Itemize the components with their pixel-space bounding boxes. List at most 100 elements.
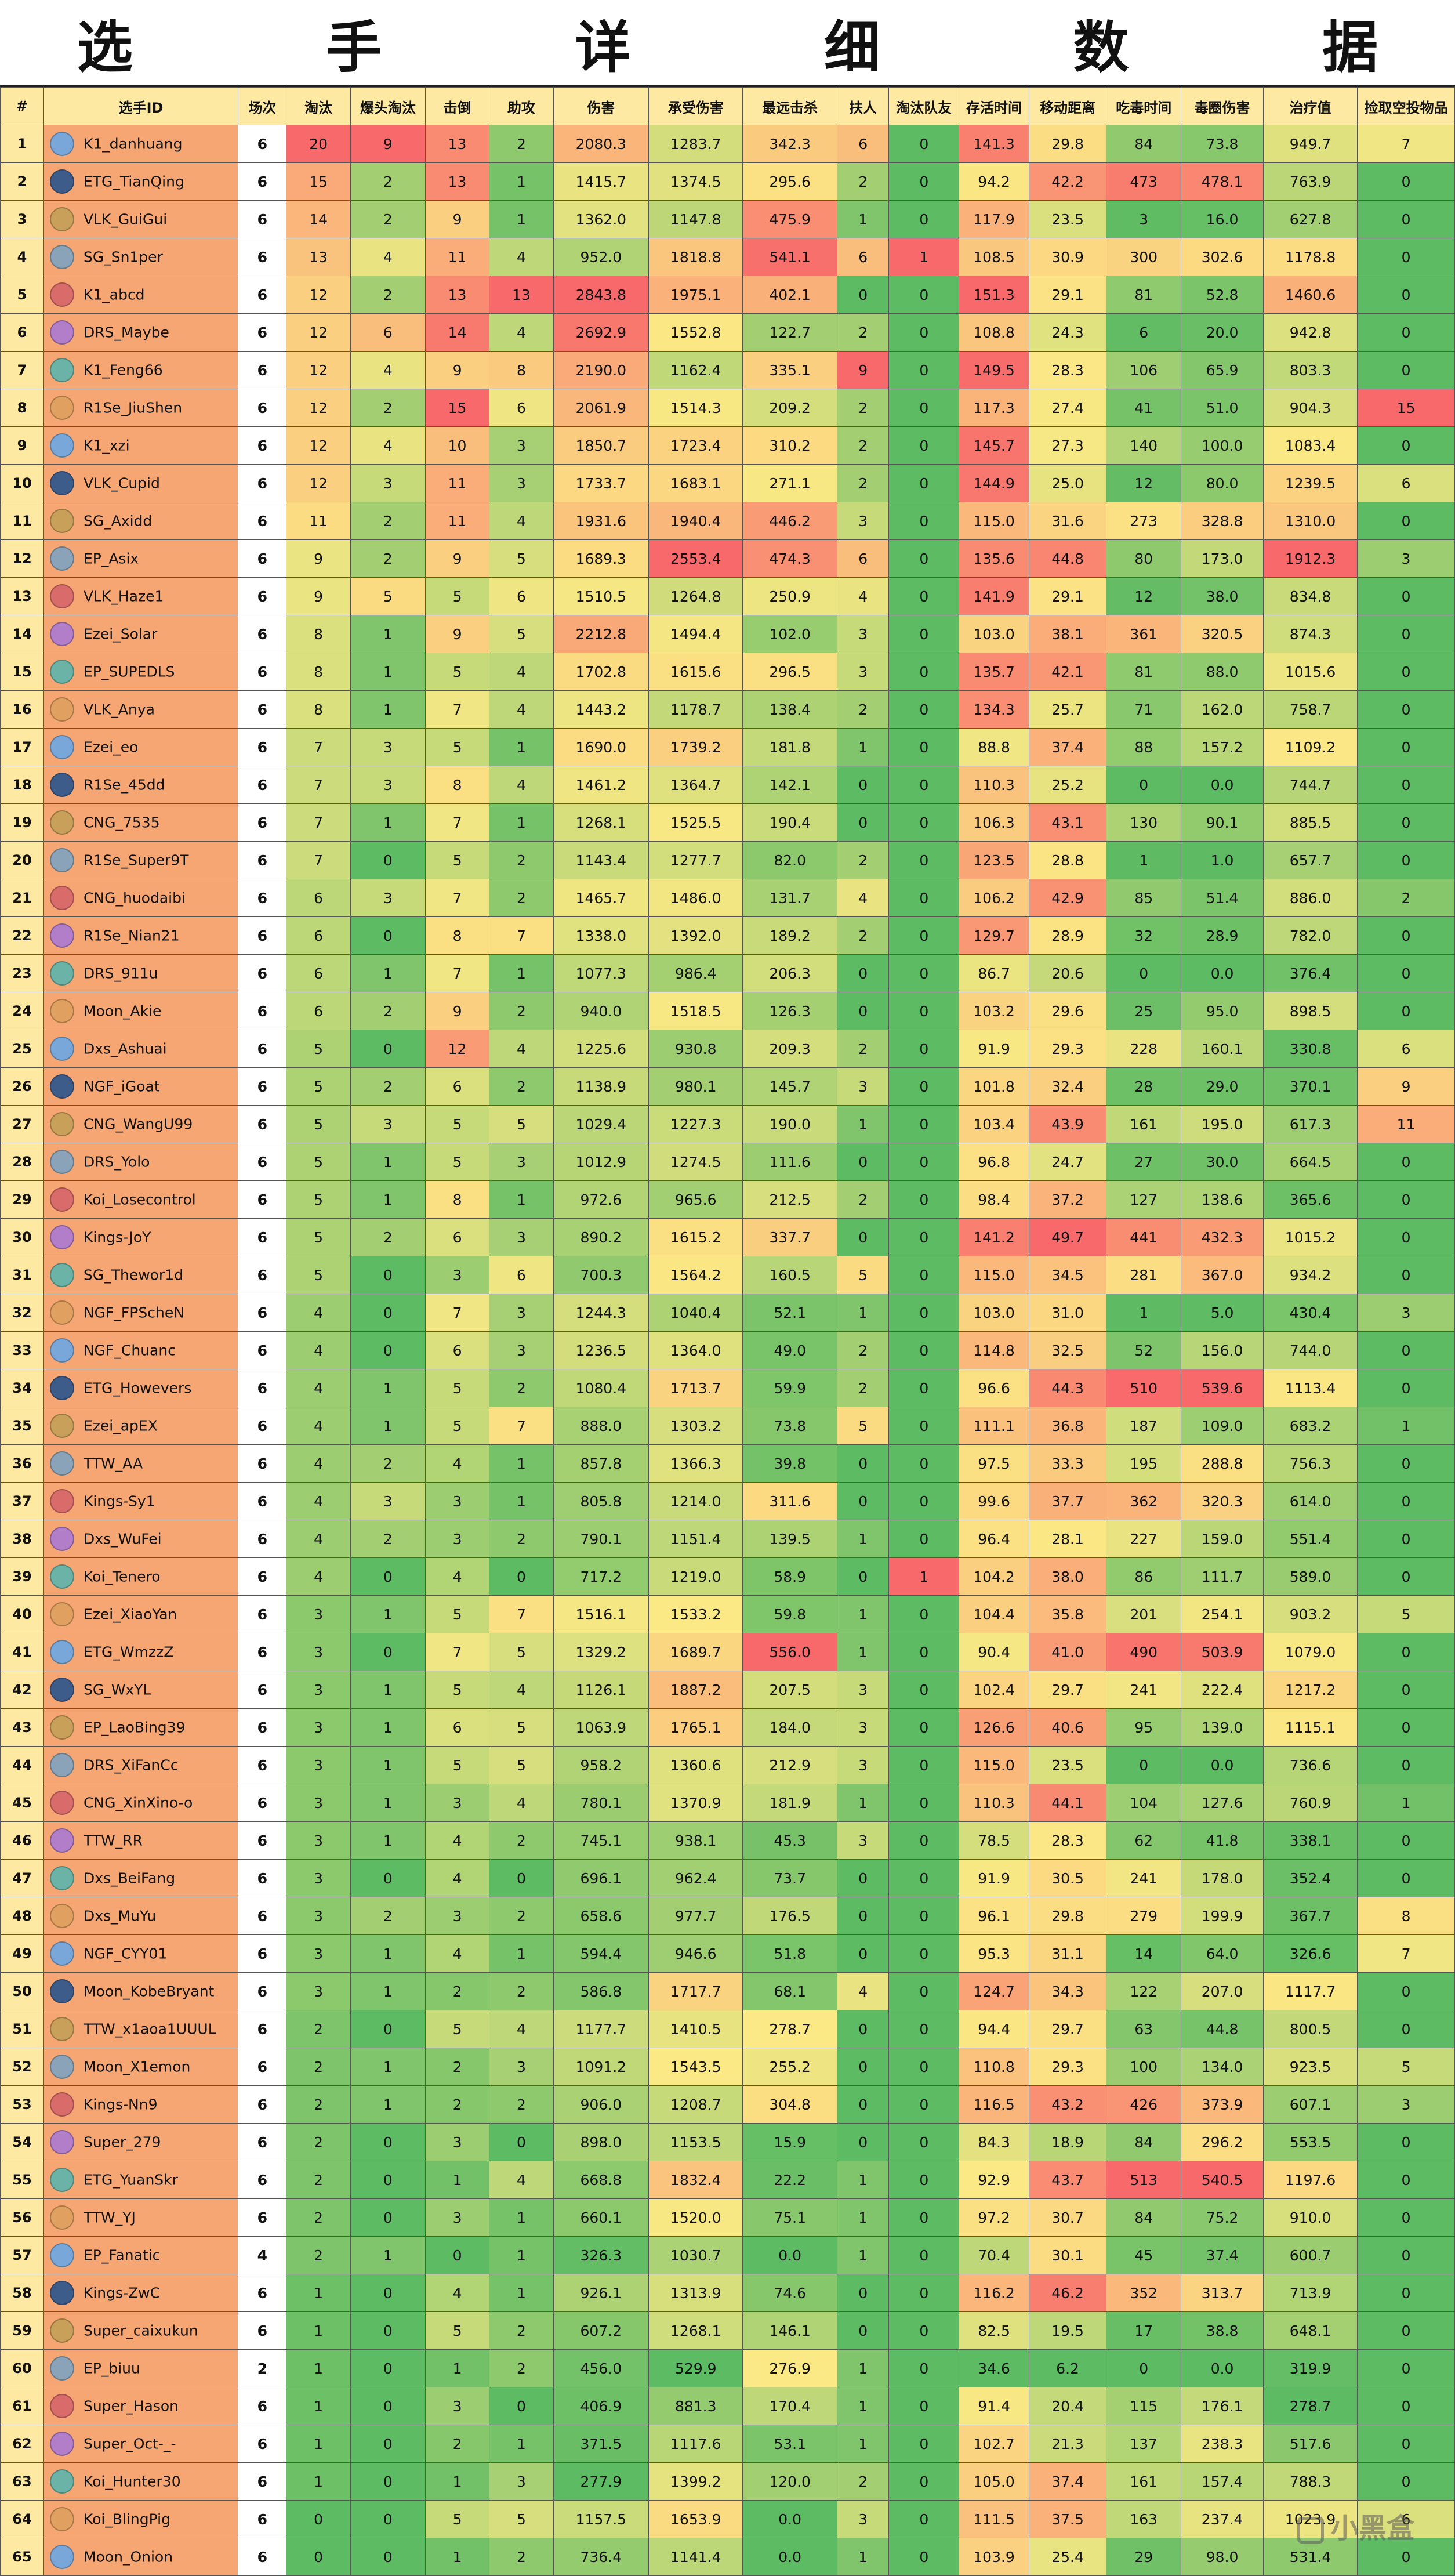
stat-cell: 367.0	[1181, 1256, 1264, 1294]
stat-cell: 20.6	[1028, 954, 1107, 992]
stat-cell: 0	[836, 954, 890, 992]
stat-cell: 4	[489, 313, 554, 352]
stat-cell: 2	[1357, 879, 1455, 917]
team-logo-icon	[49, 2281, 74, 2305]
stat-cell: 1717.7	[648, 1972, 743, 2010]
team-logo-icon	[49, 2507, 74, 2531]
stat-cell: 4	[350, 351, 426, 389]
table-row: 42 SG_WxYL 6 3 1 5 4 1126.1 1887.2 207.5 3 0 102.4 29…	[0, 1671, 1455, 1709]
team-logo-icon	[49, 1074, 74, 1099]
player-id: NGF_CYY01	[83, 1945, 168, 1962]
stat-cell: 311.6	[742, 1482, 837, 1520]
table-row: 54 Super_279 6 2 0 3 0 898.0 1153.5 15.9 0 0 84.3 18.…	[0, 2123, 1455, 2161]
stat-cell: 29.8	[1028, 125, 1107, 163]
stat-cell: 43.7	[1028, 2161, 1107, 2199]
table-row: 31 SG_Thewor1d 6 5 0 3 6 700.3 1564.2 160.5 5 0 115.…	[0, 1256, 1455, 1294]
stat-cell: 1	[286, 2462, 351, 2501]
stat-cell: 2	[350, 1897, 426, 1935]
player-id: SG_Thewor1d	[83, 1266, 183, 1284]
player-cell: TTW_YJ	[43, 2198, 239, 2237]
stat-cell: 1	[489, 2274, 554, 2312]
stat-cell: 0	[888, 162, 960, 201]
games-cell: 6	[238, 2500, 287, 2538]
stat-cell: 2	[286, 2010, 351, 2048]
stat-cell: 102.0	[742, 615, 837, 653]
stat-cell: 5	[286, 1143, 351, 1181]
table-row: 51 TTW_x1aoa1UUUL 6 2 0 5 4 1177.7 1410.5 278.7 0 0…	[0, 2010, 1455, 2048]
stat-cell: 86	[1106, 1557, 1182, 1596]
stat-cell: 0	[836, 1143, 890, 1181]
stat-cell: 96.1	[959, 1897, 1029, 1935]
stat-cell: 1264.8	[648, 577, 743, 615]
player-cell: Dxs_BeiFang	[43, 1859, 239, 1897]
rank-cell: 27	[0, 1105, 44, 1143]
table-row: 59 Super_caixukun 6 1 0 5 2 607.2 1268.1 146.1 0 0 8…	[0, 2311, 1455, 2350]
stat-cell: 475.9	[742, 200, 837, 238]
stat-cell: 0	[350, 916, 426, 955]
games-cell: 6	[238, 1444, 287, 1483]
player-id: EP_LaoBing39	[83, 1719, 186, 1736]
stat-cell: 6	[350, 313, 426, 352]
stat-cell: 1151.4	[648, 1520, 743, 1558]
stat-cell: 1689.7	[648, 1633, 743, 1671]
stat-cell: 15	[1357, 389, 1455, 427]
stat-cell: 0	[888, 539, 960, 578]
table-row: 55 ETG_YuanSkr 6 2 0 1 4 668.8 1832.4 22.2 1 0 92.9 4…	[0, 2161, 1455, 2199]
games-cell: 4	[238, 2236, 287, 2274]
stat-cell: 115	[1106, 2387, 1182, 2425]
games-cell: 6	[238, 841, 287, 879]
stat-cell: 52.1	[742, 1294, 837, 1332]
stat-cell: 0	[286, 2538, 351, 2576]
stat-cell: 6.2	[1028, 2349, 1107, 2387]
rank-cell: 48	[0, 1897, 44, 1935]
rank-cell: 64	[0, 2500, 44, 2538]
player-id: VLK_GuiGui	[83, 211, 168, 228]
stat-cell: 25.4	[1028, 2538, 1107, 2576]
stat-cell: 80	[1106, 539, 1182, 578]
stat-cell: 6	[286, 954, 351, 992]
stat-cell: 1	[489, 1444, 554, 1483]
stat-cell: 473	[1106, 162, 1182, 201]
games-cell: 6	[238, 1784, 287, 1822]
stat-cell: 7	[489, 1595, 554, 1633]
stat-cell: 104	[1106, 1784, 1182, 1822]
player-id: K1_danhuang	[83, 135, 183, 153]
player-cell: NGF_iGoat	[43, 1067, 239, 1106]
stat-cell: 0	[1357, 2387, 1455, 2425]
stat-cell: 1029.4	[553, 1105, 650, 1143]
stat-cell: 6	[424, 1708, 490, 1747]
stat-cell: 553.5	[1262, 2123, 1358, 2161]
stat-cell: 7	[1357, 125, 1455, 163]
stat-cell: 5.0	[1181, 1294, 1264, 1332]
player-cell: Koi_Hunter30	[43, 2462, 239, 2501]
stat-cell: 176.1	[1181, 2387, 1264, 2425]
stat-cell: 279	[1106, 1897, 1182, 1935]
stat-cell: 212.5	[742, 1180, 837, 1219]
stat-cell: 0	[888, 615, 960, 653]
player-id: CNG_WangU99	[83, 1115, 193, 1133]
stat-cell: 1	[350, 1671, 426, 1709]
stat-cell: 0	[836, 1444, 890, 1483]
games-cell: 6	[238, 1972, 287, 2010]
stat-cell: 3	[1357, 2085, 1455, 2124]
player-cell: R1Se_Nian21	[43, 916, 239, 955]
stat-cell: 16.0	[1181, 200, 1264, 238]
stat-cell: 20.4	[1028, 2387, 1107, 2425]
stat-cell: 46.2	[1028, 2274, 1107, 2312]
stat-cell: 0	[1357, 1143, 1455, 1181]
stat-cell: 304.8	[742, 2085, 837, 2124]
stat-cell: 108.5	[959, 238, 1029, 276]
stat-cell: 9	[424, 351, 490, 389]
stat-cell: 7	[1357, 1934, 1455, 1973]
stat-cell: 28.3	[1028, 1821, 1107, 1860]
rank-cell: 22	[0, 916, 44, 955]
stat-cell: 0	[888, 1972, 960, 2010]
stat-cell: 12	[286, 351, 351, 389]
stat-cell: 1	[350, 1784, 426, 1822]
stat-cell: 1713.7	[648, 1369, 743, 1407]
stat-cell: 0	[888, 351, 960, 389]
stat-cell: 402.1	[742, 276, 837, 314]
stat-cell: 0	[1106, 2349, 1182, 2387]
stat-cell: 30.1	[1028, 2236, 1107, 2274]
stat-cell: 0	[888, 389, 960, 427]
